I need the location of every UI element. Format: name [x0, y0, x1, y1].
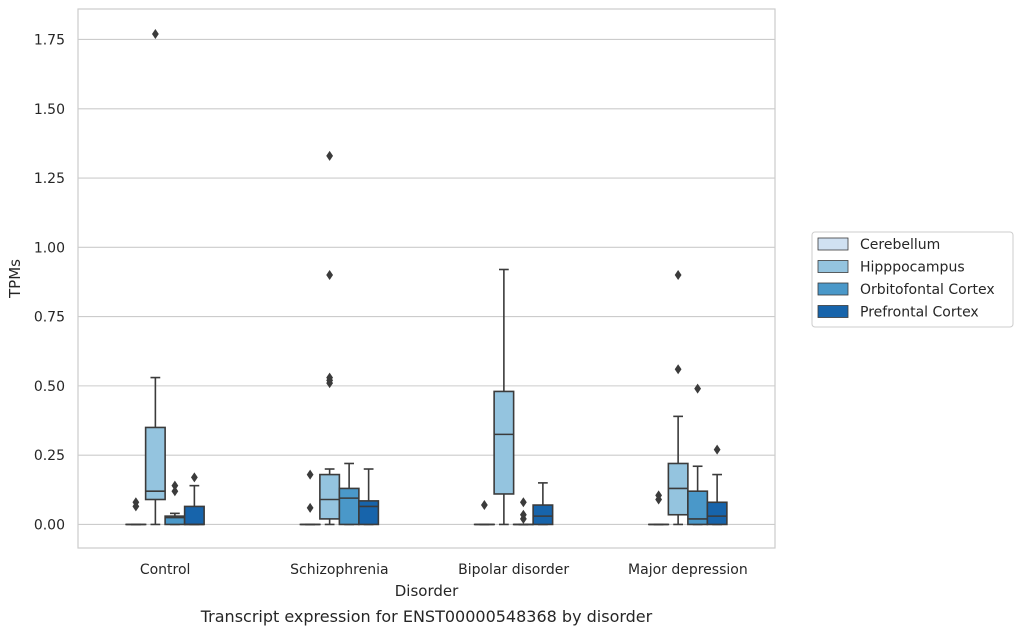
outlier-point — [326, 270, 334, 281]
legend: Cerebellum Hipppocampus Orbitofontal Corte… — [811, 231, 1014, 328]
legend-swatch — [817, 305, 849, 318]
outlier-point — [674, 364, 682, 375]
outlier-point — [151, 28, 159, 39]
box-body — [338, 487, 360, 526]
box-cerebellum — [648, 490, 670, 526]
outlier-point — [480, 500, 488, 511]
legend-label: Hipppocampus — [860, 260, 965, 276]
outlier-point — [519, 509, 527, 520]
box-prefrontal-cortex — [358, 468, 380, 526]
box-hipppocampus — [144, 28, 166, 526]
box-orbitofontal-cortex — [338, 462, 360, 526]
outlier-point — [171, 486, 179, 497]
box-orbitofontal-cortex — [512, 497, 534, 526]
box-plots — [125, 28, 728, 526]
box-orbitofontal-cortex — [164, 480, 186, 526]
chart-caption: Transcript expression for ENST0000054836… — [200, 607, 653, 626]
box-hipppocampus — [319, 150, 341, 526]
x-tick-label: Major depression — [628, 562, 748, 578]
box-body — [183, 505, 205, 526]
box-hipppocampus — [493, 268, 515, 526]
outlier-point — [519, 497, 527, 508]
box-prefrontal-cortex — [532, 482, 554, 526]
y-tick-label: 1.50 — [34, 102, 65, 118]
y-tick-label: 1.75 — [34, 32, 65, 48]
box-body — [144, 426, 166, 501]
outlier-point — [694, 383, 702, 394]
x-tick-labels: Control Schizophrenia Bipolar disorder Majo… — [140, 562, 748, 578]
box-prefrontal-cortex — [706, 444, 728, 526]
box-cerebellum — [299, 469, 321, 526]
legend-label: Cerebellum — [860, 237, 940, 253]
box-hipppocampus — [667, 270, 689, 526]
y-tick-label: 0.50 — [34, 379, 65, 395]
box-prefrontal-cortex — [183, 472, 205, 526]
outlier-point — [713, 444, 721, 455]
outlier-point — [655, 490, 663, 501]
y-axis-title: TPMs — [6, 259, 24, 299]
x-tick-label: Control — [140, 562, 191, 578]
outlier-point — [171, 480, 179, 491]
plot-frame — [77, 8, 776, 549]
x-axis-title: Disorder — [395, 582, 459, 600]
outlier-point — [326, 372, 334, 383]
y-tick-label: 0.75 — [34, 310, 65, 326]
outlier-point — [674, 270, 682, 281]
box-cerebellum — [473, 500, 495, 526]
outlier-point — [132, 497, 140, 508]
y-tick-label: 1.00 — [34, 240, 65, 256]
outlier-point — [190, 472, 198, 483]
y-tick-label: 1.25 — [34, 171, 65, 187]
legend-swatch — [817, 237, 849, 251]
box-body — [493, 390, 515, 495]
y-tick-labels: 0.00 0.25 0.50 0.75 1.00 1.25 1.50 1.75 — [34, 32, 65, 533]
outlier-point — [306, 469, 314, 480]
box-orbitofontal-cortex — [687, 383, 709, 526]
legend-swatch — [817, 260, 849, 273]
box-cerebellum — [125, 497, 147, 526]
legend-swatch — [817, 282, 849, 296]
box-body — [358, 500, 380, 526]
y-tick-label: 0.00 — [34, 517, 65, 533]
outlier-point — [306, 502, 314, 513]
box-body — [706, 501, 728, 526]
box-body — [532, 504, 554, 526]
grid-lines — [78, 38, 775, 525]
x-tick-label: Bipolar disorder — [458, 562, 569, 578]
outlier-point — [326, 150, 334, 161]
box-body — [319, 473, 341, 520]
legend-label: Prefrontal Cortex — [860, 305, 979, 321]
y-tick-label: 0.25 — [34, 448, 65, 464]
x-tick-label: Schizophrenia — [290, 562, 388, 578]
legend-label: Orbitofontal Cortex — [860, 282, 995, 298]
legend-frame — [811, 231, 1014, 328]
